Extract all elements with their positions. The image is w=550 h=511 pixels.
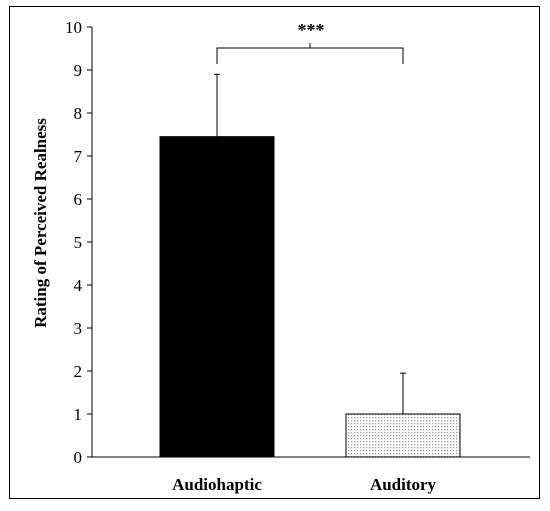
y-tick-label: 4 (74, 276, 83, 295)
y-axis-title: Rating of Perceived Realness (31, 118, 50, 328)
y-tick-label: 8 (74, 104, 83, 123)
y-tick-label: 9 (74, 61, 83, 80)
significance-bracket (216, 43, 404, 64)
x-tick-label: Auditory (370, 475, 437, 494)
x-tick-label: Audiohaptic (172, 475, 262, 494)
outer-border (9, 6, 540, 499)
significance-label: *** (298, 20, 325, 40)
y-tick-label: 1 (74, 405, 83, 424)
y-tick-label: 3 (74, 319, 83, 338)
bar-audiohaptic (159, 136, 275, 458)
y-tick-label: 6 (74, 190, 83, 209)
y-tick-label: 7 (74, 147, 83, 166)
y-tick-label: 5 (74, 233, 83, 252)
y-tick-label: 0 (74, 448, 83, 467)
bar-auditory (345, 413, 461, 458)
y-tick-label: 10 (65, 18, 82, 37)
y-tick-label: 2 (74, 362, 83, 381)
